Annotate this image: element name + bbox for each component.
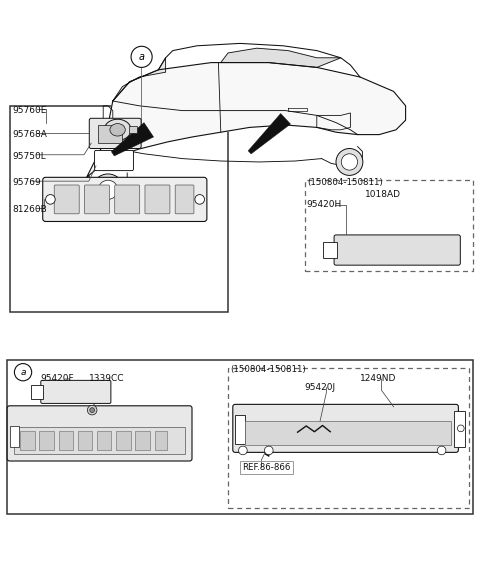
- FancyBboxPatch shape: [7, 406, 192, 461]
- Text: 1249ND: 1249ND: [360, 374, 396, 383]
- Circle shape: [46, 194, 55, 204]
- Text: a: a: [139, 52, 144, 62]
- Text: 95420F: 95420F: [41, 374, 74, 383]
- Bar: [59, 430, 73, 450]
- Text: 1018AD: 1018AD: [365, 189, 401, 198]
- Bar: [39, 430, 54, 450]
- Bar: [116, 430, 131, 450]
- Text: 95768A: 95768A: [12, 130, 47, 139]
- Circle shape: [341, 154, 358, 170]
- Bar: [454, 411, 465, 447]
- Circle shape: [457, 425, 464, 432]
- Bar: [323, 242, 337, 259]
- Polygon shape: [111, 123, 154, 156]
- Circle shape: [264, 446, 273, 455]
- Circle shape: [437, 446, 446, 455]
- Text: 1339CC: 1339CC: [89, 374, 124, 383]
- Bar: [10, 427, 19, 447]
- Text: (150804-150811): (150804-150811): [230, 365, 306, 374]
- Bar: [7, 360, 473, 514]
- FancyBboxPatch shape: [95, 151, 133, 171]
- Bar: [10, 106, 228, 312]
- Text: 81260B: 81260B: [12, 205, 47, 214]
- Polygon shape: [82, 62, 406, 187]
- Circle shape: [239, 446, 247, 455]
- FancyBboxPatch shape: [54, 185, 79, 214]
- Bar: [20, 430, 35, 450]
- FancyBboxPatch shape: [334, 235, 460, 265]
- Text: 95750L: 95750L: [12, 152, 46, 161]
- Circle shape: [87, 405, 97, 415]
- Text: a: a: [20, 368, 26, 377]
- Bar: [235, 415, 245, 444]
- Bar: [31, 384, 43, 399]
- Bar: [78, 430, 92, 450]
- FancyBboxPatch shape: [233, 405, 458, 452]
- FancyBboxPatch shape: [84, 185, 109, 214]
- Bar: [305, 180, 473, 271]
- Polygon shape: [221, 48, 341, 67]
- Bar: [228, 368, 469, 507]
- Bar: [135, 430, 150, 450]
- FancyBboxPatch shape: [175, 185, 194, 214]
- Polygon shape: [248, 114, 290, 154]
- Text: 95760E: 95760E: [12, 106, 47, 115]
- Circle shape: [131, 46, 152, 67]
- Bar: [98, 125, 122, 143]
- FancyBboxPatch shape: [43, 178, 207, 221]
- Circle shape: [98, 180, 118, 200]
- Ellipse shape: [110, 124, 125, 136]
- Text: 95769: 95769: [12, 178, 41, 187]
- FancyBboxPatch shape: [89, 118, 141, 148]
- Circle shape: [90, 407, 95, 413]
- Bar: [14, 427, 185, 454]
- FancyBboxPatch shape: [41, 380, 111, 404]
- FancyBboxPatch shape: [115, 185, 140, 214]
- Circle shape: [195, 194, 204, 204]
- Bar: [129, 126, 137, 133]
- Text: REF.86-866: REF.86-866: [242, 463, 291, 472]
- Text: 95420J: 95420J: [305, 383, 336, 392]
- Bar: [97, 430, 111, 450]
- Circle shape: [92, 174, 124, 206]
- Polygon shape: [113, 58, 166, 101]
- Circle shape: [336, 148, 363, 175]
- FancyBboxPatch shape: [145, 185, 170, 214]
- Ellipse shape: [104, 119, 131, 140]
- Bar: [155, 430, 167, 450]
- Text: 95420H: 95420H: [306, 200, 341, 209]
- Circle shape: [14, 364, 32, 381]
- Text: (150804-150811): (150804-150811): [307, 178, 383, 187]
- Bar: [245, 421, 451, 445]
